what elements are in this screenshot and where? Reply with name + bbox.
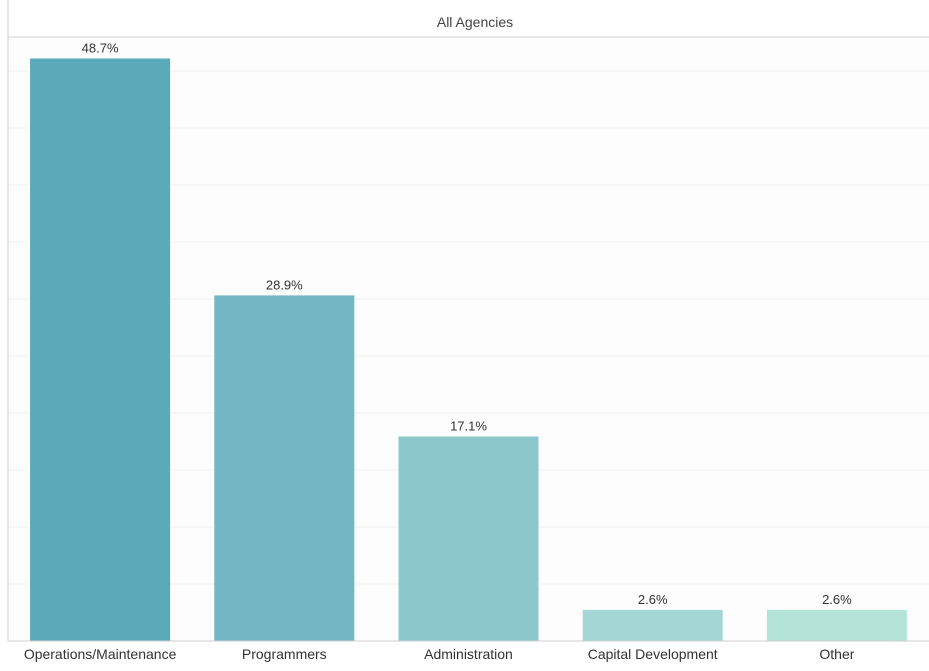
bar-other[interactable]: [766, 609, 907, 641]
x-tick-label: Administration: [424, 646, 513, 662]
chart-title: All Agencies: [437, 14, 513, 30]
data-labels: 48.7% 28.9% 17.1% 2.6% 2.6%: [82, 41, 852, 607]
data-label: 2.6%: [638, 592, 668, 607]
x-tick-label: Programmers: [242, 646, 327, 662]
bars: [30, 58, 907, 642]
data-label: 48.7%: [82, 41, 119, 56]
bar-operations-maintenance[interactable]: [30, 58, 171, 642]
data-label: 2.6%: [822, 592, 852, 607]
bar-administration[interactable]: [398, 436, 539, 642]
bar-capital-development[interactable]: [582, 609, 723, 641]
data-label: 17.1%: [450, 419, 487, 434]
data-label: 28.9%: [266, 277, 303, 292]
x-tick-label: Other: [819, 646, 854, 662]
x-axis-tick-labels: Operations/Maintenance Programmers Adminis…: [24, 646, 855, 662]
x-tick-label: Capital Development: [588, 646, 718, 662]
bar-programmers[interactable]: [214, 295, 355, 641]
x-tick-label: Operations/Maintenance: [24, 646, 177, 662]
